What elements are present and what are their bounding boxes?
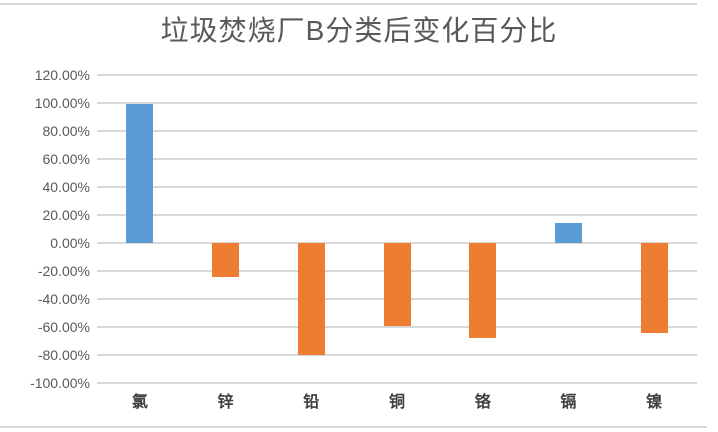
bar <box>554 223 582 243</box>
bar <box>469 243 497 339</box>
y-axis-label: -20.00% <box>37 263 90 279</box>
gridline <box>97 326 697 328</box>
y-axis-label: -40.00% <box>37 291 90 307</box>
x-axis-label: 锌 <box>217 394 234 411</box>
gridline <box>97 186 697 188</box>
y-axis-label: 120.00% <box>34 67 90 83</box>
gridline <box>97 102 697 104</box>
x-axis-label: 铬 <box>474 394 491 411</box>
gridline <box>97 382 697 384</box>
y-axis-label: 100.00% <box>34 95 90 111</box>
chart-title: 垃圾焚烧厂B分类后变化百分比 <box>160 15 558 46</box>
bar <box>383 243 411 326</box>
y-axis-label: 60.00% <box>42 151 90 167</box>
gridline <box>97 354 697 356</box>
spreadsheet-gridline-top <box>0 3 697 5</box>
gridline <box>97 130 697 132</box>
y-axis-label: 0.00% <box>50 235 90 251</box>
gridline <box>97 74 697 76</box>
y-axis-label: -100.00% <box>30 375 90 391</box>
bar <box>126 104 154 243</box>
spreadsheet-gridline-bottom <box>0 426 707 428</box>
gridline <box>97 214 697 216</box>
x-axis-label: 铜 <box>388 394 405 411</box>
y-axis-label: 80.00% <box>42 123 90 139</box>
x-axis-label: 铅 <box>303 394 320 411</box>
y-axis-label: -80.00% <box>37 347 90 363</box>
y-axis-label: 20.00% <box>42 207 90 223</box>
x-axis-label: 镉 <box>560 394 577 411</box>
bar <box>640 243 668 333</box>
y-axis-label: 40.00% <box>42 179 90 195</box>
y-axis-label: -60.00% <box>37 319 90 335</box>
gridline <box>97 158 697 160</box>
x-axis-label: 镍 <box>646 394 663 411</box>
bar <box>212 243 240 277</box>
bar <box>297 243 325 355</box>
x-axis-label: 氯 <box>131 394 148 411</box>
